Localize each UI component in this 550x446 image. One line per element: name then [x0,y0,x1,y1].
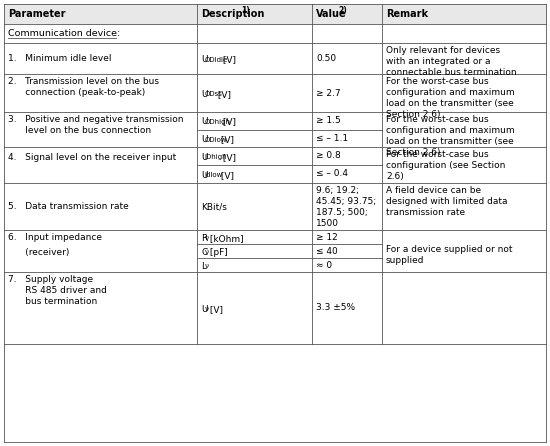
Text: ≥ 1.5: ≥ 1.5 [316,116,341,125]
Text: [kOhm]: [kOhm] [207,234,244,243]
Text: KBit/s: KBit/s [201,202,227,211]
Text: 2.   Transmission level on the bus
      connection (peak-to-peak): 2. Transmission level on the bus connect… [8,77,159,97]
Text: 9.6; 19.2;
45.45; 93.75;
187.5; 500;
1500: 9.6; 19.2; 45.45; 93.75; 187.5; 500; 150… [316,186,376,228]
Text: ODlow: ODlow [205,136,227,143]
Text: For the worst-case bus
configuration and maximum
load on the transmitter (see
Se: For the worst-case bus configuration and… [386,77,515,119]
Text: U: U [201,153,207,162]
Text: [V]: [V] [220,153,236,162]
Text: 7.   Supply voltage
      RS 485 driver and
      bus termination: 7. Supply voltage RS 485 driver and bus … [8,275,107,306]
Text: Communication device:: Communication device: [8,29,120,38]
Text: [V]: [V] [220,117,236,127]
Text: U: U [201,90,207,99]
Text: 2): 2) [338,7,346,16]
Text: ≤ – 0.4: ≤ – 0.4 [316,169,348,178]
Text: 6.   Input impedance: 6. Input impedance [8,233,102,242]
Text: IDhigh: IDhigh [205,154,227,160]
Text: [pF]: [pF] [207,248,228,257]
Text: ODIdle: ODIdle [205,57,228,63]
Text: L: L [201,262,206,271]
Text: For a device supplied or not
supplied: For a device supplied or not supplied [386,245,513,265]
Text: 1): 1) [241,7,250,16]
Text: A field device can be
designed with limited data
transmission rate: A field device can be designed with limi… [386,186,508,217]
Text: Remark: Remark [386,9,428,19]
Text: Parameter: Parameter [8,9,65,19]
Text: ≥ 12: ≥ 12 [316,232,338,241]
Text: Only relevant for devices
with an integrated or a
connectable bus termination: Only relevant for devices with an integr… [386,46,516,77]
Text: 1.   Minimum idle level: 1. Minimum idle level [8,54,112,63]
Text: ν: ν [205,263,208,269]
Text: 4.   Signal level on the receiver input: 4. Signal level on the receiver input [8,153,176,162]
Text: (receiver): (receiver) [8,248,69,257]
Text: R: R [201,234,207,243]
Text: [V]: [V] [218,135,234,144]
Text: 5.   Data transmission rate: 5. Data transmission rate [8,202,129,211]
Text: ≤ 40: ≤ 40 [316,247,338,256]
Text: [V]: [V] [218,171,234,180]
Text: 0.50: 0.50 [316,54,336,63]
Text: ODhigh: ODhigh [205,119,230,125]
Text: U: U [201,55,207,64]
Text: ODss: ODss [205,91,222,97]
Text: U: U [201,135,207,144]
Text: [V]: [V] [215,90,231,99]
Text: ν: ν [205,306,208,312]
Text: U: U [201,117,207,127]
Text: 3.3 ±5%: 3.3 ±5% [316,303,355,313]
Text: ≤ – 1.1: ≤ – 1.1 [316,134,348,143]
Text: ≥ 0.8: ≥ 0.8 [316,152,341,161]
Text: C: C [201,248,207,257]
Text: Value: Value [316,9,346,19]
Text: U: U [201,305,207,314]
Text: U: U [201,171,207,180]
Text: Description: Description [201,9,265,19]
Text: ν: ν [205,249,208,255]
Text: ν: ν [205,235,208,241]
Text: For the worst-case bus
configuration and maximum
load on the transmitter (see
Se: For the worst-case bus configuration and… [386,115,515,157]
Text: ≈ 0: ≈ 0 [316,260,332,269]
Text: 3.   Positive and negative transmission
      level on the bus connection: 3. Positive and negative transmission le… [8,115,184,135]
Text: Idlow: Idlow [205,172,223,178]
Text: ≥ 2.7: ≥ 2.7 [316,88,340,98]
Text: For the worst-case bus
configuration (see Section
2.6): For the worst-case bus configuration (se… [386,150,505,181]
Text: [V]: [V] [220,55,236,64]
Bar [4,4,546,24]
Text: [V]: [V] [207,305,223,314]
